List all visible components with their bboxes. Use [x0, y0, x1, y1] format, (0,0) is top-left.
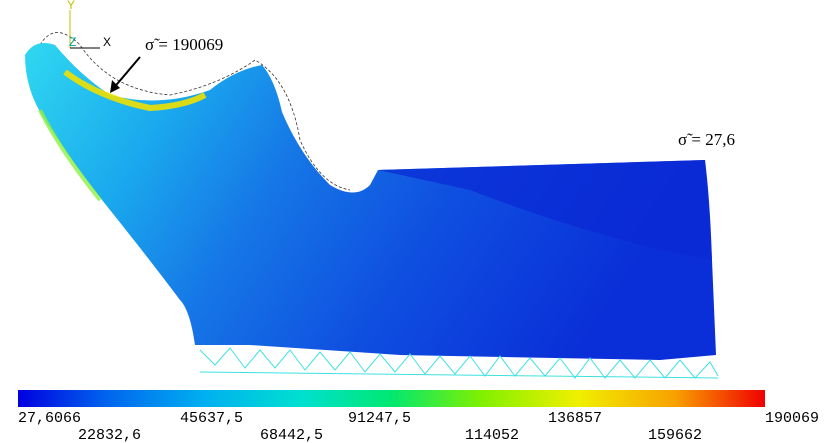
- axis-label: Z: [69, 35, 76, 49]
- legend-label: 136857: [548, 410, 602, 427]
- axis-label: X: [103, 35, 111, 49]
- legend-label: 159662: [648, 427, 702, 443]
- low-stress-region: [378, 160, 712, 260]
- high-stress-region: [63, 69, 207, 112]
- color-bar: [18, 390, 765, 407]
- legend-label: 27,6066: [18, 410, 81, 427]
- legend-label: 22832,6: [78, 427, 141, 443]
- arrow: [111, 56, 141, 91]
- legend-label: 114052: [465, 427, 519, 443]
- max-annotation: σ̃ = 190069: [145, 35, 223, 54]
- support-constraints: [199, 347, 719, 379]
- legend-label: 190069: [765, 410, 819, 427]
- min-annotation: σ̃ = 27,6: [678, 130, 735, 149]
- legend-label: 45637,5: [180, 410, 243, 427]
- arrow-head: [110, 80, 120, 93]
- model-body: [25, 42, 716, 360]
- axis-label: Y: [67, 0, 75, 12]
- legend-label: 91247,5: [348, 410, 411, 427]
- mid-stress-region: [38, 109, 102, 202]
- support-base: [199, 371, 719, 379]
- legend-label: 68442,5: [260, 427, 323, 443]
- deformed-outline: [39, 32, 351, 191]
